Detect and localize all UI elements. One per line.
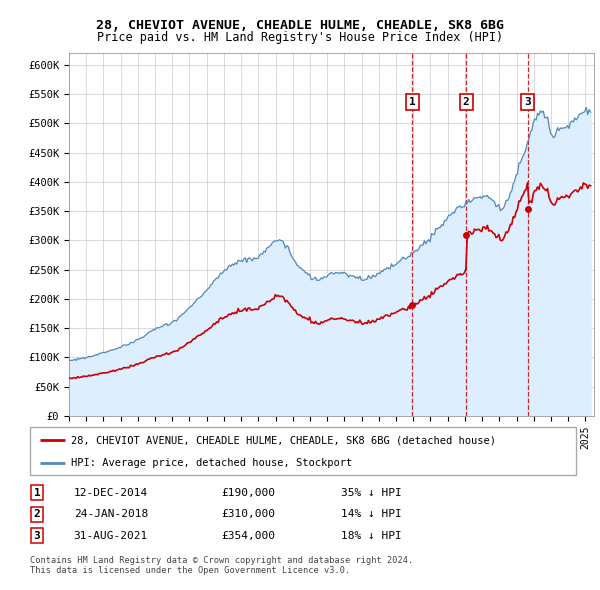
- Text: £354,000: £354,000: [221, 531, 275, 541]
- Text: £310,000: £310,000: [221, 509, 275, 519]
- Text: 3: 3: [524, 97, 531, 107]
- Text: This data is licensed under the Open Government Licence v3.0.: This data is licensed under the Open Gov…: [30, 566, 350, 575]
- Text: Price paid vs. HM Land Registry's House Price Index (HPI): Price paid vs. HM Land Registry's House …: [97, 31, 503, 44]
- Text: 24-JAN-2018: 24-JAN-2018: [74, 509, 148, 519]
- Text: 28, CHEVIOT AVENUE, CHEADLE HULME, CHEADLE, SK8 6BG (detached house): 28, CHEVIOT AVENUE, CHEADLE HULME, CHEAD…: [71, 435, 496, 445]
- Text: 31-AUG-2021: 31-AUG-2021: [74, 531, 148, 541]
- Text: £190,000: £190,000: [221, 487, 275, 497]
- Text: 1: 1: [34, 487, 40, 497]
- Text: 2: 2: [34, 509, 40, 519]
- Text: 2: 2: [463, 97, 469, 107]
- Text: Contains HM Land Registry data © Crown copyright and database right 2024.: Contains HM Land Registry data © Crown c…: [30, 556, 413, 565]
- Text: 14% ↓ HPI: 14% ↓ HPI: [341, 509, 402, 519]
- Text: 12-DEC-2014: 12-DEC-2014: [74, 487, 148, 497]
- Text: HPI: Average price, detached house, Stockport: HPI: Average price, detached house, Stoc…: [71, 458, 352, 468]
- Text: 28, CHEVIOT AVENUE, CHEADLE HULME, CHEADLE, SK8 6BG: 28, CHEVIOT AVENUE, CHEADLE HULME, CHEAD…: [96, 19, 504, 32]
- Text: 1: 1: [409, 97, 416, 107]
- Text: 35% ↓ HPI: 35% ↓ HPI: [341, 487, 402, 497]
- Text: 3: 3: [34, 531, 40, 541]
- Text: 18% ↓ HPI: 18% ↓ HPI: [341, 531, 402, 541]
